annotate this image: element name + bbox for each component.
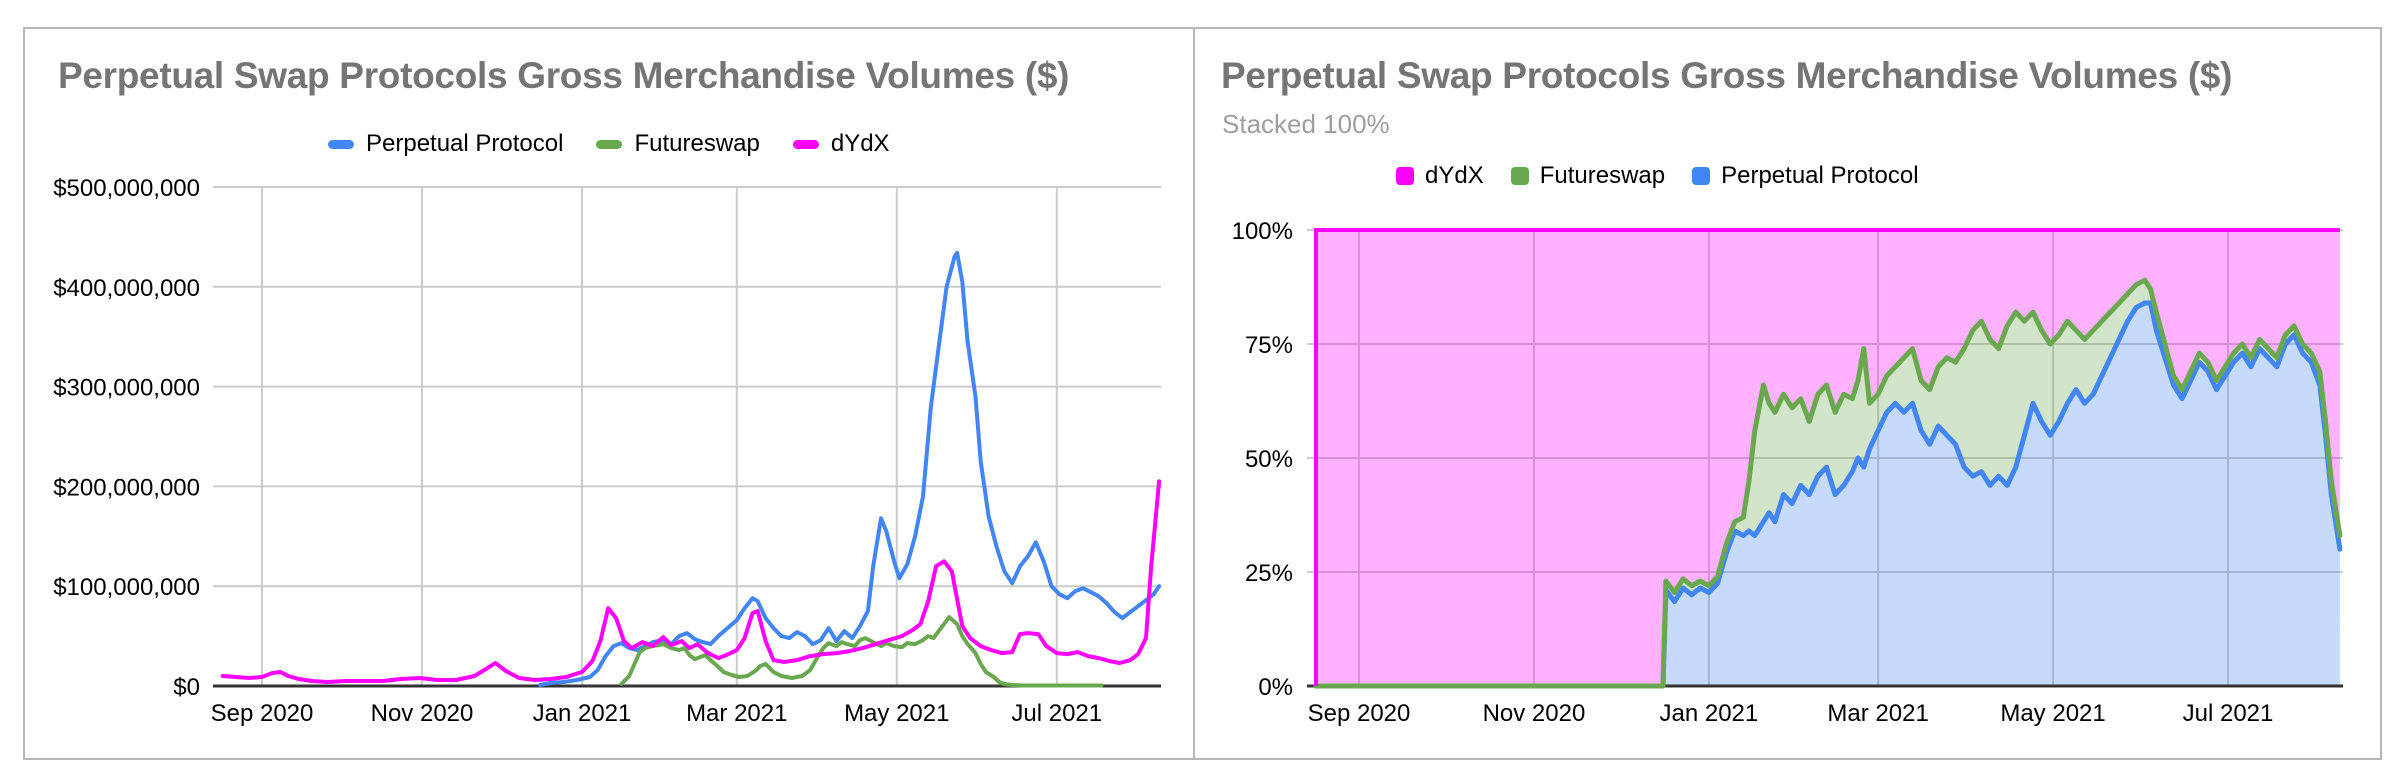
legend-item-dydx: dYdX [792,130,890,158]
y-tick-label: $0 [173,674,200,701]
legend-item-futureswap: Futureswap [596,130,760,158]
y-tick-label: $300,000,000 [53,375,200,402]
area-perpetual-protocol[interactable] [1315,303,2340,686]
legend-item-dydx: dYdX [1396,162,1484,190]
series-line-perpetual-protocol[interactable] [538,250,1162,687]
boundary-line-futureswap[interactable] [1313,277,2343,689]
right-chart-panel: Perpetual Swap Protocols Gross Merchandi… [1193,27,2382,760]
series-line-futureswap[interactable] [619,615,1104,688]
x-tick-label: Jul 2021 [1011,700,1102,727]
x-tick-label: Nov 2020 [371,700,474,727]
legend-swatch-dydx [1396,167,1414,185]
area-dydx[interactable] [1315,230,2340,686]
legend-swatch-perpetual-protocol [328,139,354,149]
x-tick-label: Jul 2021 [2183,700,2274,727]
y-tick-label: 100% [1232,218,1293,245]
y-tick-label: $100,000,000 [53,574,200,601]
y-tick-label: 50% [1245,446,1293,473]
legend-swatch-futureswap [596,139,623,149]
legend-label: Futureswap [634,130,760,157]
chart-subtitle: Stacked 100% [1222,109,1390,139]
legend-swatch-dydx [792,139,819,149]
legend-swatch-perpetual-protocol [1692,167,1711,185]
y-tick-label: $200,000,000 [53,474,200,501]
legend-item-futureswap: Futureswap [1510,162,1666,190]
left-chart-panel: Perpetual Swap Protocols Gross Merchandi… [23,27,1195,760]
x-tick-label: Mar 2021 [686,700,787,727]
y-tick-label: 75% [1245,332,1293,359]
area-futureswap[interactable] [1315,280,2340,686]
legend-label: Futureswap [1539,162,1666,189]
x-tick-label: Sep 2020 [211,700,314,727]
legend-item-perpetual-protocol: Perpetual Protocol [1692,162,1919,190]
legend-label: Perpetual Protocol [366,130,564,157]
chart-title: Perpetual Swap Protocols Gross Merchandi… [58,55,1070,96]
y-tick-label: $400,000,000 [53,275,200,302]
x-tick-label: May 2021 [2000,700,2105,727]
legend: dYdX Futureswap Perpetual Protocol [1396,162,1919,190]
volume-line-chart: $500,000,000 $400,000,000 $300,000,000 $200… [53,175,1162,727]
series-line-dydx[interactable] [220,479,1162,684]
y-tick-label: 0% [1258,674,1293,701]
boundary-line-perpetual-protocol[interactable] [1313,300,2343,689]
x-tick-label: Nov 2020 [1483,700,1586,727]
legend: Perpetual Protocol Futureswap dYdX [328,130,890,158]
boundary-line-dydx[interactable] [1313,228,2340,686]
x-tick-label: Jan 2021 [533,700,632,727]
x-tick-label: Jan 2021 [1660,700,1759,727]
chart-title: Perpetual Swap Protocols Gross Merchandi… [1221,55,2233,96]
legend-item-perpetual-protocol: Perpetual Protocol [328,130,563,158]
x-tick-label: May 2021 [844,700,949,727]
y-tick-label: $500,000,000 [53,175,200,202]
stacked-area-chart: 100% 75% 50% 25% 0% Sep 2020 Nov 2020 Jan 2021 M… [1232,218,2343,727]
legend-label: Perpetual Protocol [1721,162,1919,189]
y-tick-label: 25% [1245,560,1293,587]
legend-swatch-futureswap [1510,167,1529,185]
x-tick-label: Mar 2021 [1827,700,1928,727]
legend-label: dYdX [830,130,890,157]
x-tick-label: Sep 2020 [1308,700,1411,727]
legend-label: dYdX [1425,162,1484,189]
